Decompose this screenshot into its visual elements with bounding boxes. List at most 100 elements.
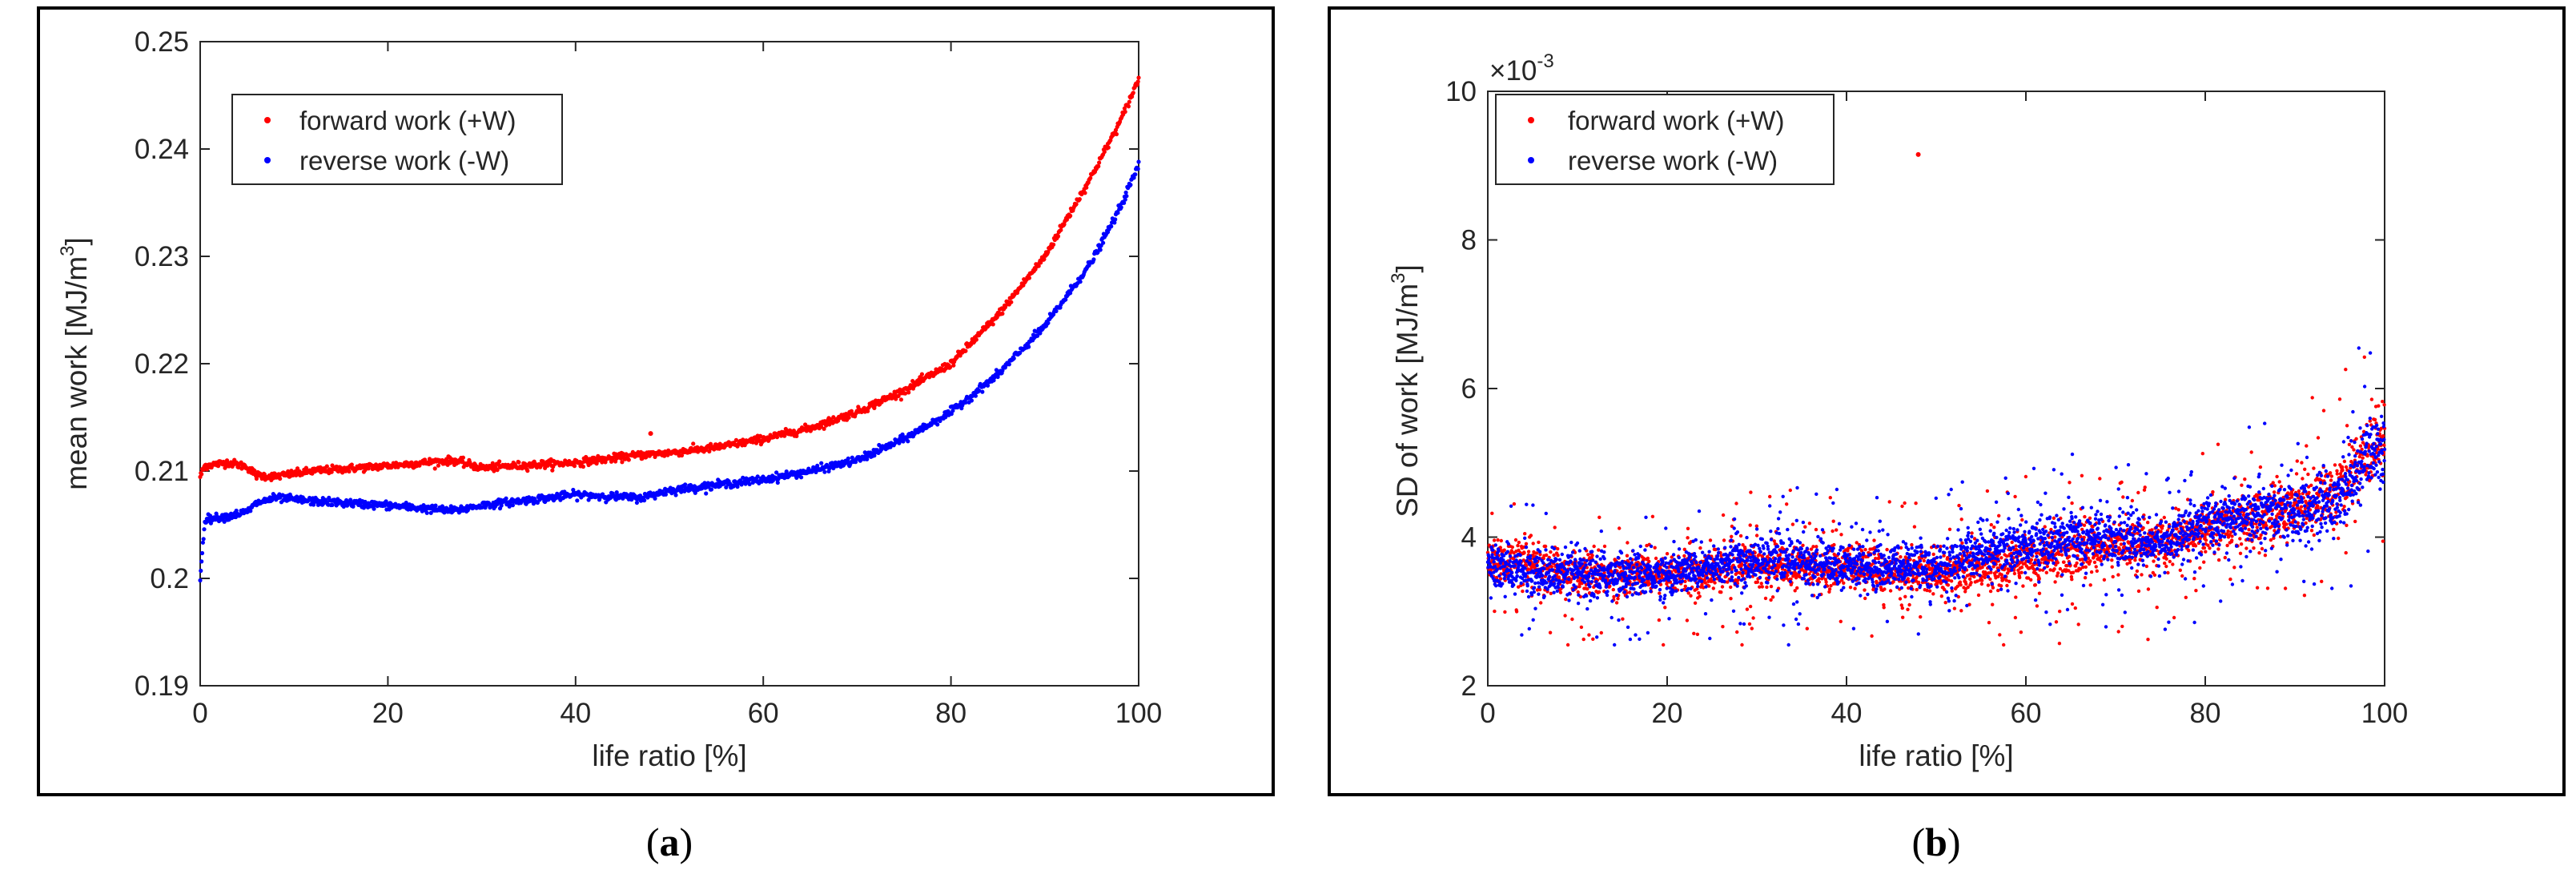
data-point xyxy=(1625,554,1630,558)
data-point xyxy=(634,500,640,505)
data-point xyxy=(2010,540,2014,545)
panel-b-y-tick-label: 10 xyxy=(1445,76,1477,107)
panel-a-y-axis-label-end: ] xyxy=(60,237,93,245)
data-point xyxy=(433,503,438,508)
data-point xyxy=(902,391,908,396)
data-point xyxy=(2056,571,2060,575)
data-point xyxy=(1123,190,1128,195)
data-point xyxy=(2013,494,2017,499)
data-point xyxy=(2070,501,2074,505)
data-point xyxy=(1647,559,1651,563)
data-point xyxy=(846,456,850,461)
data-point xyxy=(1979,582,1984,586)
data-point xyxy=(363,468,368,473)
data-point xyxy=(1708,538,1713,542)
data-point xyxy=(1101,240,1106,245)
data-point xyxy=(927,375,932,380)
data-point xyxy=(1003,303,1008,308)
data-point xyxy=(1658,591,1662,595)
data-point xyxy=(1654,556,1658,561)
data-point xyxy=(1729,585,1733,590)
data-point xyxy=(1543,544,1548,549)
data-point xyxy=(1750,626,1754,630)
data-point xyxy=(1027,276,1031,280)
data-point xyxy=(2070,578,2074,582)
data-point xyxy=(1745,607,1750,611)
data-point xyxy=(963,348,968,353)
data-point xyxy=(1133,172,1138,177)
data-point xyxy=(1531,542,1535,546)
panel-a-series-forward xyxy=(198,75,1141,483)
data-point xyxy=(1759,582,1763,586)
data-point xyxy=(248,509,253,514)
data-point xyxy=(1907,602,1911,607)
data-point xyxy=(1051,242,1056,247)
data-point xyxy=(516,460,521,465)
data-point xyxy=(1493,609,1497,614)
data-point xyxy=(2054,620,2059,624)
data-point xyxy=(2071,570,2076,574)
data-point xyxy=(2012,571,2017,576)
panel-b-y-tick-label: 4 xyxy=(1461,522,1477,554)
data-point xyxy=(794,433,799,439)
data-point xyxy=(1721,513,1726,518)
data-point xyxy=(1046,320,1051,325)
data-point xyxy=(1853,586,1857,590)
data-point xyxy=(775,480,780,485)
data-point xyxy=(202,527,207,532)
data-point xyxy=(1549,565,1554,569)
panel-b-y-tick-label: 6 xyxy=(1461,373,1477,405)
data-point xyxy=(951,363,956,368)
panel-a-legend-reverse-marker xyxy=(264,157,271,163)
data-point xyxy=(2013,615,2018,620)
data-point xyxy=(1964,582,1968,586)
data-point xyxy=(2029,578,2033,582)
panel-b-x-tick-label: 100 xyxy=(2361,698,2408,729)
data-point xyxy=(906,439,910,444)
data-point xyxy=(1719,590,1723,594)
data-point xyxy=(1986,583,1991,587)
data-point xyxy=(1496,538,1500,542)
panel-a-y-axis-label: mean work [MJ/m3] xyxy=(57,237,93,490)
data-point xyxy=(1769,584,1774,589)
data-point xyxy=(372,506,376,511)
data-point xyxy=(2056,561,2060,565)
outlier-point xyxy=(648,431,653,437)
data-point xyxy=(2035,604,2040,608)
data-point xyxy=(1131,91,1135,95)
data-point xyxy=(1597,590,1601,594)
data-point xyxy=(1883,587,1887,591)
data-point xyxy=(1513,538,1518,542)
data-point xyxy=(1998,633,2002,637)
data-point xyxy=(1722,538,1726,542)
data-point xyxy=(349,462,354,467)
data-point xyxy=(1650,514,1655,518)
panel-a-legend-forward-marker xyxy=(264,117,271,123)
data-point xyxy=(1939,594,1943,598)
data-point xyxy=(1682,554,1686,558)
data-point xyxy=(1091,257,1096,262)
panel-a-y-tick-label: 0.2 xyxy=(150,563,189,594)
data-point xyxy=(1088,175,1093,180)
data-point xyxy=(1521,589,1525,594)
data-point xyxy=(1529,534,1533,538)
data-point xyxy=(1927,589,1932,593)
data-point xyxy=(1754,534,1759,538)
data-point xyxy=(1068,213,1073,218)
data-point xyxy=(822,426,826,431)
data-point xyxy=(1556,554,1560,558)
data-point xyxy=(366,466,371,471)
data-point xyxy=(200,540,205,545)
data-point xyxy=(1124,194,1129,199)
data-point xyxy=(1685,618,1690,622)
data-point xyxy=(278,476,283,481)
data-point xyxy=(2062,560,2066,564)
data-point xyxy=(1803,525,1807,529)
data-point xyxy=(1839,533,1843,537)
data-point xyxy=(1646,556,1650,561)
data-point xyxy=(436,463,441,468)
data-point xyxy=(1863,596,1867,601)
data-point xyxy=(236,465,241,470)
data-point xyxy=(1098,248,1103,252)
data-point xyxy=(1790,522,1795,526)
